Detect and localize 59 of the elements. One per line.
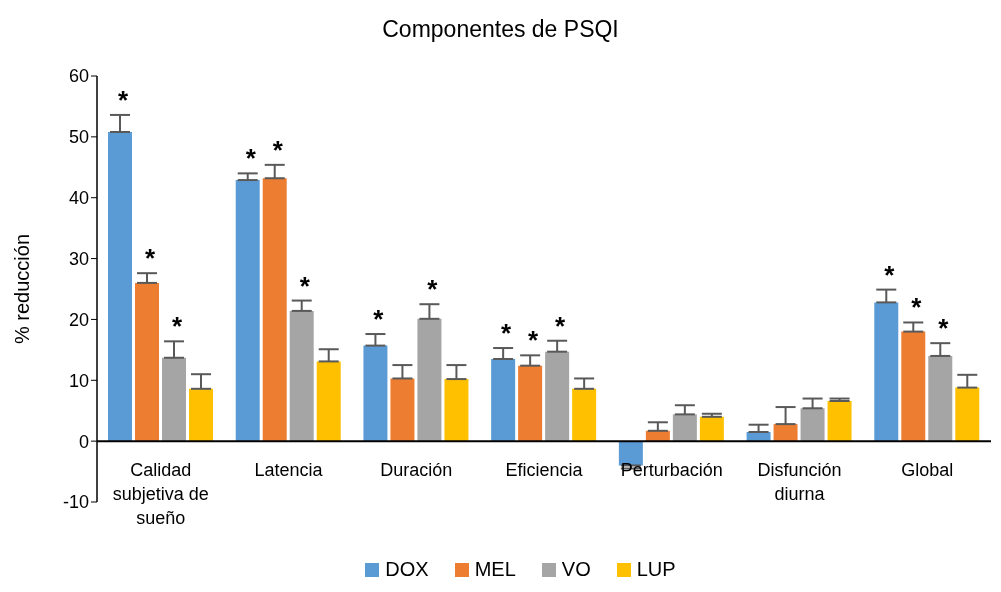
bar [800,408,825,442]
bar [363,345,388,442]
y-tick-label: 60 [68,66,89,87]
data-label: * [501,318,513,349]
bar [928,355,953,442]
legend-label: VO [561,558,591,581]
bar [874,302,899,442]
data-label: * [938,313,950,344]
bar [189,388,213,442]
bar [572,388,597,442]
chart-title: Componentes de PSQI [381,15,620,44]
data-label: * [884,259,896,290]
bar [262,178,287,442]
bar [545,351,570,442]
data-label: * [272,134,284,165]
y-tick-label: 20 [68,309,89,330]
bar [901,331,926,442]
data-label: * [555,310,567,341]
bar [417,318,442,442]
bar [108,131,132,442]
x-tick-label: Calidad subjetiva de sueño [112,460,209,528]
bar [289,310,314,442]
data-label: * [299,270,311,301]
y-tick-label: 10 [68,370,89,391]
bar [316,361,341,442]
data-label: * [427,274,439,305]
data-label: * [144,243,156,274]
bar [827,400,852,442]
bar [444,379,469,442]
x-tick-label: Eficiencia [505,460,584,480]
data-label: * [528,325,540,356]
data-label: * [117,84,129,115]
bar [672,414,697,442]
bar [491,358,516,442]
x-tick-label: Perturbación [620,460,723,480]
bar [135,282,159,442]
bar [518,365,543,442]
legend-label: LUP [636,558,676,581]
x-tick-label: Duración [380,460,453,480]
bar [235,180,260,442]
bar [390,378,415,442]
data-label: * [171,311,183,342]
y-axis-title: % reducción [11,233,33,345]
x-tick-label: Latencia [254,460,324,480]
x-tick-label: Disfunción diurna [757,460,842,504]
bar [699,416,724,442]
legend-label: DOX [385,558,429,581]
y-tick-label: -10 [62,492,89,513]
data-label: * [911,292,923,323]
x-tick-label: Global [901,460,954,480]
data-label: * [245,143,257,174]
bar [162,357,186,442]
y-tick-label: 40 [68,188,89,209]
bar [955,387,980,442]
legend-label: MEL [474,558,516,581]
y-tick-label: 50 [68,127,89,148]
y-tick-label: 0 [78,431,89,452]
data-label: * [373,304,385,335]
y-tick-label: 30 [68,248,89,269]
